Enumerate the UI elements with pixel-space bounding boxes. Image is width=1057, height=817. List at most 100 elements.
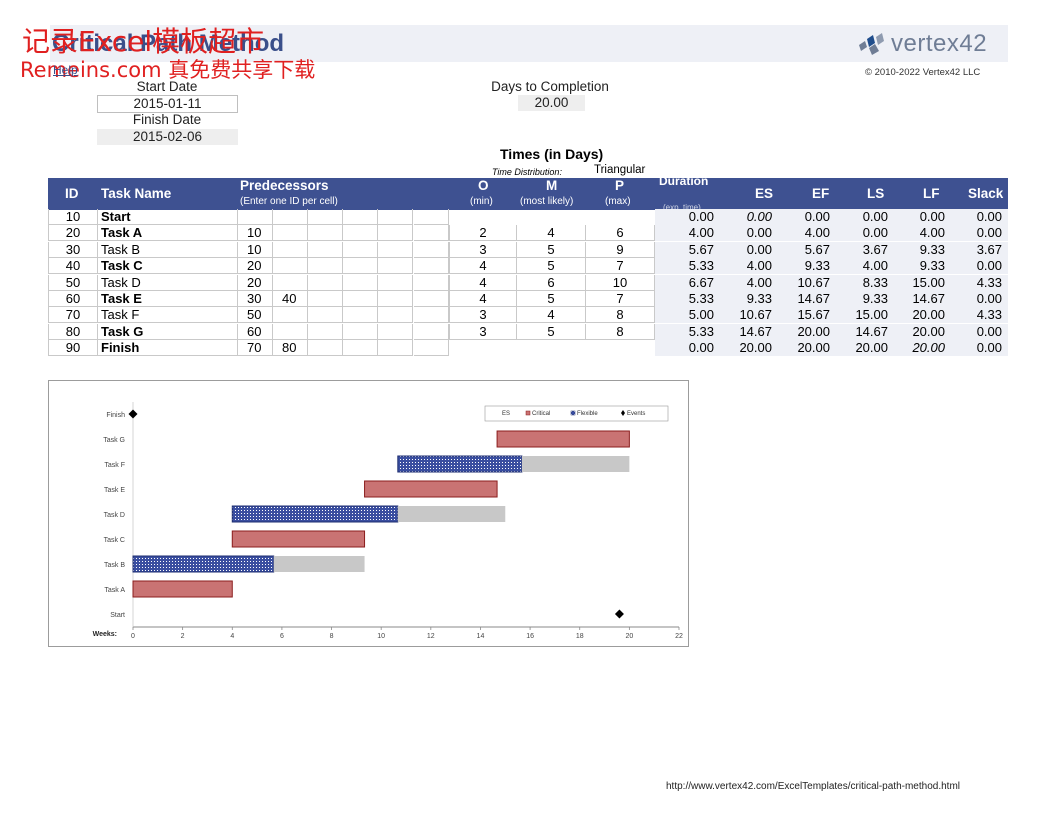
predecessor-cell[interactable] xyxy=(308,225,343,242)
predecessor-cell[interactable] xyxy=(273,225,308,242)
task-name-cell[interactable]: Start xyxy=(98,209,238,225)
predecessor-cell[interactable]: 80 xyxy=(273,340,308,357)
predecessor-cell[interactable]: 40 xyxy=(273,291,308,307)
predecessor-cell[interactable] xyxy=(308,241,343,258)
predecessor-cell[interactable] xyxy=(308,340,343,357)
predecessor-cell[interactable] xyxy=(273,258,308,275)
task-id-cell[interactable]: 50 xyxy=(48,274,98,291)
m-time-cell[interactable]: 5 xyxy=(517,323,586,340)
predecessor-cell[interactable] xyxy=(308,291,343,307)
start-date-field[interactable]: 2015-01-11 xyxy=(97,95,238,113)
o-time-cell[interactable]: 2 xyxy=(449,225,517,242)
predecessor-cell[interactable] xyxy=(343,291,378,307)
predecessor-cell[interactable] xyxy=(273,307,308,324)
p-time-cell[interactable]: 8 xyxy=(586,307,655,324)
predecessor-cell[interactable] xyxy=(308,307,343,324)
predecessor-cell[interactable] xyxy=(414,291,449,307)
o-time-cell[interactable]: 4 xyxy=(449,258,517,275)
task-name-cell[interactable]: Task G xyxy=(98,323,238,340)
task-id-cell[interactable]: 40 xyxy=(48,258,98,275)
predecessor-cell[interactable]: 60 xyxy=(238,323,273,340)
predecessor-cell[interactable]: 10 xyxy=(238,241,273,258)
p-time-cell[interactable]: 9 xyxy=(586,241,655,258)
o-time-cell[interactable]: 3 xyxy=(449,323,517,340)
p-time-cell[interactable]: 7 xyxy=(586,291,655,307)
predecessor-cell[interactable] xyxy=(414,209,449,225)
predecessor-cell[interactable] xyxy=(414,258,449,275)
o-time-cell[interactable]: 3 xyxy=(449,241,517,258)
predecessor-cell[interactable] xyxy=(414,340,449,357)
category-label: Finish xyxy=(106,412,125,419)
predecessor-cell[interactable]: 70 xyxy=(238,340,273,357)
task-name-cell[interactable]: Task C xyxy=(98,258,238,275)
predecessor-cell[interactable] xyxy=(308,274,343,291)
predecessor-cell[interactable] xyxy=(273,323,308,340)
predecessor-cell[interactable] xyxy=(414,241,449,258)
p-time-cell[interactable]: 10 xyxy=(586,274,655,291)
task-id-cell[interactable]: 90 xyxy=(48,340,98,357)
predecessor-cell[interactable] xyxy=(378,323,413,340)
predecessor-cell[interactable] xyxy=(343,225,378,242)
o-time-cell[interactable]: 3 xyxy=(449,307,517,324)
predecessor-cell[interactable] xyxy=(308,209,343,225)
task-id-cell[interactable]: 60 xyxy=(48,291,98,307)
task-name-cell[interactable]: Task D xyxy=(98,274,238,291)
predecessor-cell[interactable] xyxy=(414,225,449,242)
predecessor-cell[interactable] xyxy=(343,209,378,225)
task-id-cell[interactable]: 80 xyxy=(48,323,98,340)
predecessor-cell[interactable] xyxy=(343,274,378,291)
m-time-cell[interactable]: 4 xyxy=(517,307,586,324)
predecessor-cell[interactable]: 10 xyxy=(238,225,273,242)
predecessor-cell[interactable]: 50 xyxy=(238,307,273,324)
finish-date-label: Finish Date xyxy=(132,112,202,127)
predecessor-cell[interactable]: 30 xyxy=(238,291,273,307)
task-name-cell[interactable]: Task B xyxy=(98,241,238,258)
predecessor-cell[interactable] xyxy=(378,307,413,324)
predecessor-cell[interactable] xyxy=(238,209,273,225)
predecessor-cell[interactable] xyxy=(378,241,413,258)
predecessor-cell[interactable] xyxy=(308,323,343,340)
predecessor-cell[interactable] xyxy=(343,258,378,275)
m-time-cell[interactable]: 5 xyxy=(517,291,586,307)
predecessor-cell[interactable] xyxy=(343,307,378,324)
predecessor-cell[interactable]: 20 xyxy=(238,258,273,275)
time-distribution-select[interactable]: Triangular xyxy=(594,164,646,176)
predecessor-cell[interactable] xyxy=(273,274,308,291)
predecessor-cell[interactable] xyxy=(378,291,413,307)
m-time-cell[interactable]: 5 xyxy=(517,258,586,275)
task-id-cell[interactable]: 10 xyxy=(48,209,98,225)
predecessor-cell[interactable] xyxy=(378,225,413,242)
predecessor-cell[interactable] xyxy=(378,258,413,275)
help-link[interactable]: Help xyxy=(53,63,78,77)
predecessor-cell[interactable] xyxy=(343,340,378,357)
m-time-cell[interactable]: 5 xyxy=(517,241,586,258)
p-time-cell[interactable]: 6 xyxy=(586,225,655,242)
predecessor-cell[interactable] xyxy=(343,241,378,258)
o-time-cell[interactable]: 4 xyxy=(449,291,517,307)
task-id-cell[interactable]: 70 xyxy=(48,307,98,324)
m-time-cell[interactable]: 4 xyxy=(517,225,586,242)
col-m-sub: (most likely) xyxy=(520,196,574,207)
task-name-cell[interactable]: Task E xyxy=(98,291,238,307)
predecessor-cell[interactable] xyxy=(273,209,308,225)
predecessor-cell[interactable] xyxy=(378,209,413,225)
predecessor-cell[interactable] xyxy=(414,274,449,291)
predecessor-cell[interactable] xyxy=(308,258,343,275)
task-name-cell[interactable]: Finish xyxy=(98,340,238,357)
predecessor-cell[interactable] xyxy=(414,323,449,340)
predecessor-cell[interactable] xyxy=(273,241,308,258)
predecessor-cell[interactable] xyxy=(378,340,413,357)
predecessor-cell[interactable] xyxy=(343,323,378,340)
p-time-cell[interactable]: 7 xyxy=(586,258,655,275)
footer-url[interactable]: http://www.vertex42.com/ExcelTemplates/c… xyxy=(666,781,960,792)
m-time-cell[interactable]: 6 xyxy=(517,274,586,291)
predecessor-cell[interactable] xyxy=(378,274,413,291)
predecessor-cell[interactable] xyxy=(414,307,449,324)
predecessor-cell[interactable]: 20 xyxy=(238,274,273,291)
task-name-cell[interactable]: Task A xyxy=(98,225,238,242)
task-id-cell[interactable]: 30 xyxy=(48,241,98,258)
o-time-cell[interactable]: 4 xyxy=(449,274,517,291)
task-name-cell[interactable]: Task F xyxy=(98,307,238,324)
p-time-cell[interactable]: 8 xyxy=(586,323,655,340)
task-id-cell[interactable]: 20 xyxy=(48,225,98,242)
